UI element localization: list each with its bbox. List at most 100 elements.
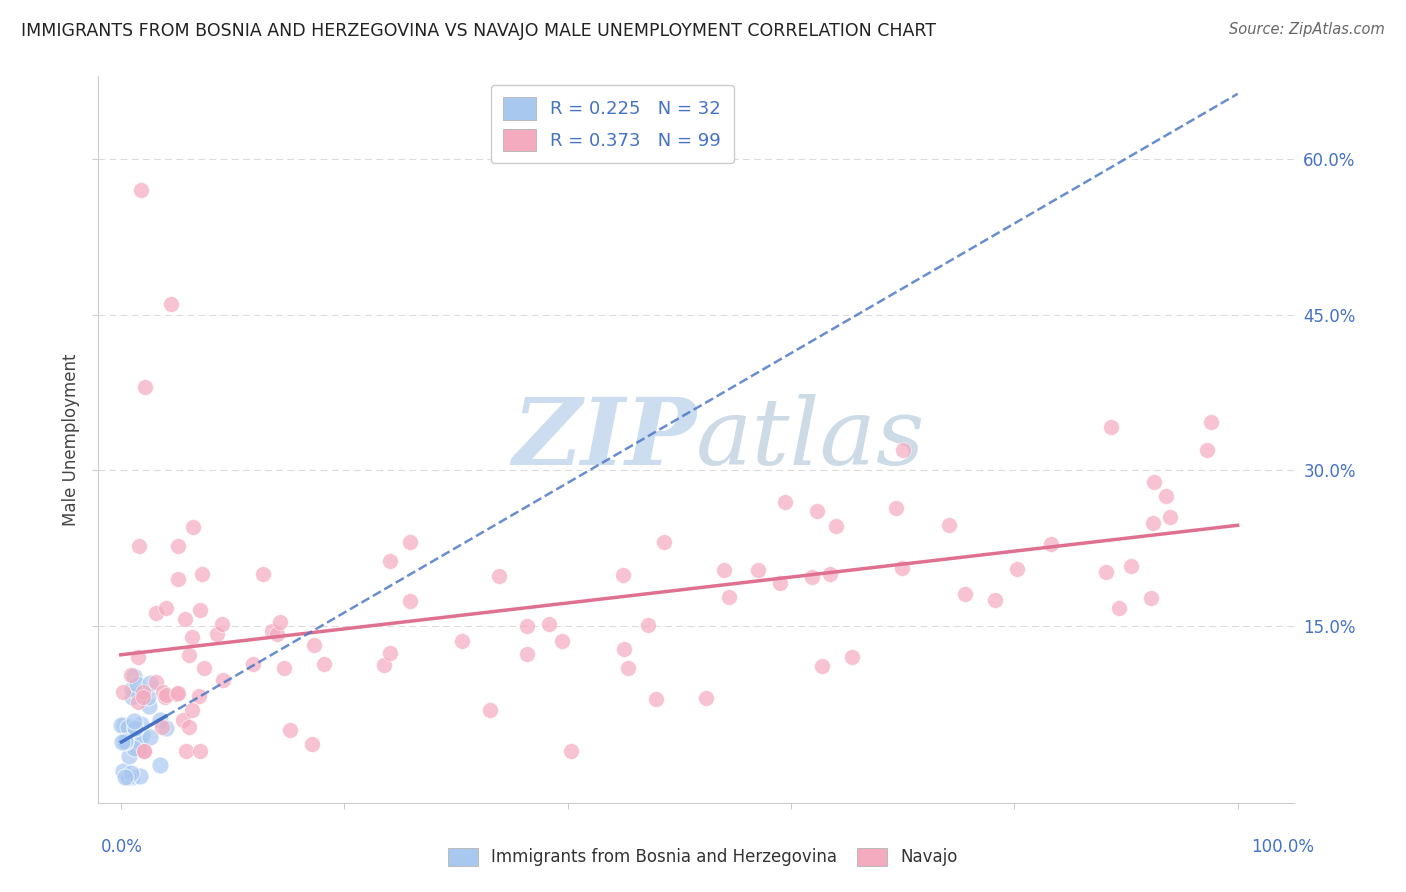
Point: [450, 634, 472, 648]
Point: [769, 575, 792, 590]
Point: [145, 674, 167, 689]
Point: [120, 668, 142, 682]
Point: [128, 539, 150, 553]
Point: [190, 744, 212, 758]
Point: [152, 684, 174, 698]
Point: [114, 735, 136, 749]
Point: [124, 721, 146, 735]
Point: [775, 495, 797, 509]
Point: [122, 669, 145, 683]
Point: [136, 690, 159, 704]
Point: [122, 741, 145, 756]
Point: [560, 744, 582, 758]
Point: [801, 570, 824, 584]
Point: [120, 765, 142, 780]
Point: [810, 658, 832, 673]
Point: [983, 592, 1005, 607]
Point: [211, 673, 233, 687]
Text: Source: ZipAtlas.com: Source: ZipAtlas.com: [1229, 22, 1385, 37]
Point: [121, 682, 143, 697]
Point: [1108, 601, 1130, 615]
Point: [891, 442, 914, 457]
Point: [378, 553, 401, 567]
Text: atlas: atlas: [696, 394, 925, 484]
Point: [121, 690, 143, 705]
Point: [713, 563, 735, 577]
Point: [211, 617, 233, 632]
Point: [1142, 516, 1164, 530]
Point: [117, 770, 139, 784]
Point: [1005, 562, 1028, 576]
Point: [138, 730, 160, 744]
Point: [652, 535, 675, 549]
Text: 0.0%: 0.0%: [101, 838, 143, 855]
Point: [193, 661, 215, 675]
Point: [841, 649, 863, 664]
Point: [1139, 591, 1161, 605]
Text: ZIP: ZIP: [512, 394, 696, 484]
Point: [118, 749, 141, 764]
Point: [1121, 559, 1143, 574]
Point: [373, 657, 395, 672]
Point: [551, 633, 574, 648]
Point: [132, 690, 155, 705]
Text: 100.0%: 100.0%: [1251, 838, 1315, 855]
Point: [131, 728, 153, 742]
Point: [112, 718, 135, 732]
Point: [1159, 510, 1181, 524]
Point: [111, 735, 134, 749]
Point: [176, 744, 198, 758]
Point: [112, 685, 135, 699]
Point: [150, 720, 173, 734]
Point: [138, 698, 160, 713]
Point: [149, 713, 172, 727]
Point: [132, 744, 155, 758]
Legend: Immigrants from Bosnia and Herzegovina, Navajo: Immigrants from Bosnia and Herzegovina, …: [440, 839, 966, 875]
Point: [1195, 442, 1218, 457]
Point: [166, 540, 188, 554]
Point: [127, 649, 149, 664]
Point: [129, 183, 152, 197]
Point: [132, 685, 155, 699]
Point: [516, 619, 538, 633]
Point: [155, 688, 177, 702]
Point: [645, 692, 668, 706]
Point: [111, 764, 134, 778]
Point: [955, 587, 977, 601]
Point: [181, 703, 204, 717]
Point: [818, 567, 841, 582]
Point: [125, 676, 148, 690]
Point: [747, 563, 769, 577]
Point: [128, 742, 150, 756]
Text: IMMIGRANTS FROM BOSNIA AND HERZEGOVINA VS NAVAJO MALE UNEMPLOYMENT CORRELATION C: IMMIGRANTS FROM BOSNIA AND HERZEGOVINA V…: [21, 22, 936, 40]
Point: [149, 758, 172, 772]
Point: [262, 624, 284, 639]
Point: [110, 718, 132, 732]
Point: [122, 714, 145, 729]
Point: [825, 519, 848, 533]
Point: [117, 720, 139, 734]
Point: [167, 572, 190, 586]
Point: [242, 657, 264, 672]
Point: [128, 733, 150, 747]
Point: [1143, 475, 1166, 489]
Point: [314, 657, 336, 672]
Point: [252, 567, 274, 582]
Point: [398, 534, 420, 549]
Point: [269, 615, 291, 629]
Point: [488, 569, 510, 583]
Point: [1099, 419, 1122, 434]
Point: [399, 594, 422, 608]
Point: [159, 297, 181, 311]
Point: [180, 630, 202, 644]
Point: [155, 690, 177, 705]
Y-axis label: Male Unemployment: Male Unemployment: [62, 353, 80, 525]
Point: [1094, 565, 1116, 579]
Point: [191, 566, 214, 581]
Point: [637, 617, 659, 632]
Point: [172, 713, 194, 727]
Point: [134, 380, 156, 394]
Point: [155, 721, 177, 735]
Point: [181, 520, 204, 534]
Point: [179, 720, 201, 734]
